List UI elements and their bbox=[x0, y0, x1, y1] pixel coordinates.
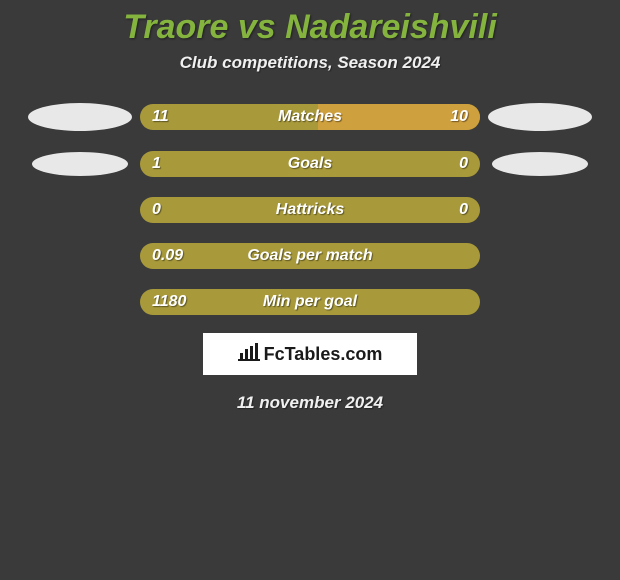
stat-bar: 11 Matches 10 bbox=[140, 104, 480, 130]
left-ellipse-slot bbox=[20, 103, 140, 131]
stat-row: 0.09 Goals per match bbox=[0, 243, 620, 269]
stat-bar: 1 Goals 0 bbox=[140, 151, 480, 177]
stat-metric-label: Min per goal bbox=[263, 293, 357, 311]
brand-text: FcTables.com bbox=[264, 344, 383, 365]
stat-left-value: 1180 bbox=[152, 293, 186, 311]
page-title: Traore vs Nadareishvili bbox=[0, 0, 620, 47]
stat-left-value: 1 bbox=[152, 155, 161, 173]
stat-right-value: 0 bbox=[459, 201, 468, 219]
stat-metric-label: Goals bbox=[288, 155, 332, 173]
stat-row: 0 Hattricks 0 bbox=[0, 197, 620, 223]
barchart-icon bbox=[238, 343, 260, 366]
comparison-infographic: Traore vs Nadareishvili Club competition… bbox=[0, 0, 620, 580]
stat-metric-label: Matches bbox=[278, 108, 342, 126]
left-ellipse-slot bbox=[20, 152, 140, 176]
stat-metric-label: Hattricks bbox=[276, 201, 344, 219]
stat-right-value: 10 bbox=[450, 108, 468, 126]
stat-row: 1180 Min per goal bbox=[0, 289, 620, 315]
stat-metric-label: Goals per match bbox=[247, 247, 372, 265]
brand-box: FcTables.com bbox=[203, 333, 417, 375]
stat-left-value: 11 bbox=[152, 108, 169, 126]
player-right-ellipse bbox=[492, 152, 588, 176]
stat-bar: 0.09 Goals per match bbox=[140, 243, 480, 269]
date-label: 11 november 2024 bbox=[0, 393, 620, 413]
stat-bar: 0 Hattricks 0 bbox=[140, 197, 480, 223]
brand: FcTables.com bbox=[238, 343, 383, 366]
stat-right-value: 0 bbox=[459, 155, 468, 173]
stat-row: 11 Matches 10 bbox=[0, 103, 620, 131]
stat-bar: 1180 Min per goal bbox=[140, 289, 480, 315]
stat-row: 1 Goals 0 bbox=[0, 151, 620, 177]
right-ellipse-slot bbox=[480, 152, 600, 176]
stat-left-value: 0 bbox=[152, 201, 161, 219]
player-right-ellipse bbox=[488, 103, 592, 131]
player-left-ellipse bbox=[28, 103, 132, 131]
subtitle: Club competitions, Season 2024 bbox=[0, 53, 620, 73]
player-left-ellipse bbox=[32, 152, 128, 176]
stat-rows: 11 Matches 10 1 Goals 0 0 Hattricks 0 0.09 Goals p… bbox=[0, 103, 620, 315]
right-ellipse-slot bbox=[480, 103, 600, 131]
stat-left-value: 0.09 bbox=[152, 247, 183, 265]
